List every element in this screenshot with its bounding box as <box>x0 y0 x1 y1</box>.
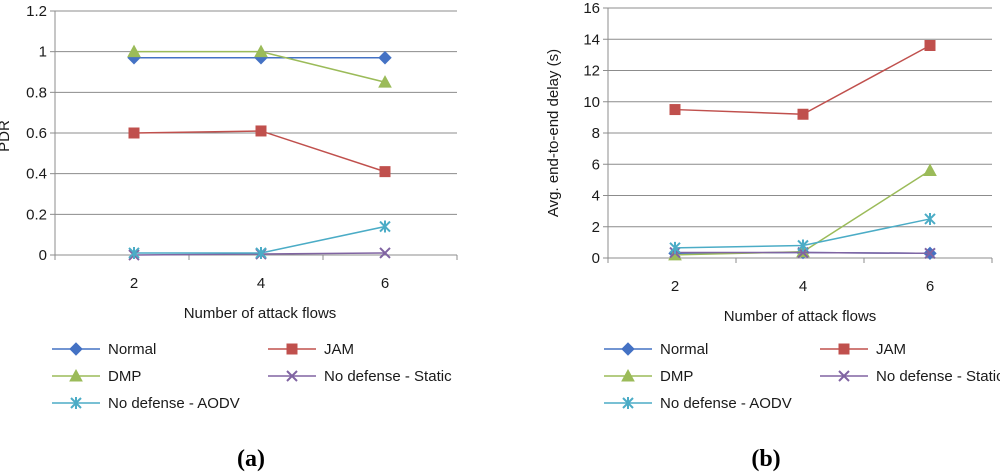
legend-b: Normal JAM DMP No defense - Static No defens… <box>604 341 1000 412</box>
y-tick-label-10: 10 <box>583 94 600 111</box>
y-tick-label-12: 12 <box>583 63 600 80</box>
legend-swatch-marker <box>286 343 298 355</box>
x-axis-title-b: Number of attack flows <box>724 308 877 325</box>
data-point-jam-2 <box>669 104 681 116</box>
x-tick-label-4: 4 <box>257 275 265 292</box>
y-tick-label-0-4: 0.4 <box>26 166 47 183</box>
data-point-no-defense-aodv-6 <box>924 212 936 225</box>
series-jam <box>128 125 391 178</box>
series-jam <box>669 40 936 120</box>
legend-item-no-defense-static: No defense - Static <box>268 368 452 385</box>
series-no-defense-aodv <box>128 220 391 259</box>
data-point-jam-4 <box>797 108 809 120</box>
y-tick-label-0: 0 <box>39 247 47 264</box>
data-point-dmp-6 <box>378 75 392 88</box>
legend-swatch-marker <box>838 343 850 355</box>
tick-labels-a: 0 0.2 0.4 0.6 0.8 1 1.2 2 4 6 <box>26 3 389 292</box>
y-axis-title-a: PDR <box>0 120 13 152</box>
data-point-dmp-6 <box>923 163 937 176</box>
legend-label: DMP <box>108 368 141 385</box>
data-point-no-defense-aodv-4 <box>797 239 809 252</box>
legend-a: Normal JAM DMP No defense - Static No defens… <box>52 341 452 412</box>
legend-label: No defense - AODV <box>660 395 792 412</box>
data-point-no-defense-aodv-2 <box>128 246 140 259</box>
series-dmp <box>127 44 392 88</box>
y-tick-label-1-2: 1.2 <box>26 3 47 20</box>
legend-swatch-marker <box>69 342 83 356</box>
legend-label: Normal <box>108 341 156 358</box>
y-tick-label-1: 1 <box>39 44 47 61</box>
gridlines-a <box>55 10 457 215</box>
x-tick-label-4: 4 <box>799 278 807 295</box>
series-b <box>668 40 937 261</box>
data-point-no-defense-aodv-6 <box>379 220 391 233</box>
series-line-jam <box>674 44 931 116</box>
legend-swatch-marker <box>286 370 298 382</box>
data-point-dmp-2 <box>127 44 141 58</box>
data-point-no-defense-aodv-2 <box>669 241 681 254</box>
legend-label: No defense - Static <box>876 368 1000 385</box>
legend-item-no-defense-aodv: No defense - AODV <box>604 395 792 412</box>
data-point-jam-2 <box>128 127 140 139</box>
y-tick-label-0-6: 0.6 <box>26 125 47 142</box>
legend-item-dmp: DMP <box>52 368 141 385</box>
y-axis-title-b: Avg. end-to-end delay (s) <box>545 49 562 217</box>
y-tick-label-0: 0 <box>592 250 600 267</box>
legend-label: JAM <box>876 341 906 358</box>
chart-panel-b: 0 2 4 6 8 10 12 14 16 2 4 6 Avg. end-to-end delay (… <box>545 0 1000 472</box>
legend-item-normal: Normal <box>52 341 156 358</box>
tick-labels-b: 0 2 4 6 8 10 12 14 16 2 4 6 <box>583 0 934 295</box>
data-point-no-defense-static-6 <box>379 247 391 259</box>
legend-item-no-defense-aodv: No defense - AODV <box>52 395 240 412</box>
data-point-no-defense-aodv-4 <box>255 246 267 259</box>
data-point-jam-6 <box>924 40 936 51</box>
y-tick-label-14: 14 <box>583 31 600 48</box>
legend-swatch-marker <box>70 397 82 409</box>
legend-label: DMP <box>660 368 693 385</box>
x-tick-label-2: 2 <box>671 278 679 295</box>
y-tick-label-16: 16 <box>583 0 600 17</box>
legend-swatch-marker <box>838 370 850 382</box>
series-no-defense-aodv <box>669 212 936 254</box>
legend-item-jam: JAM <box>268 341 354 358</box>
legend-item-jam: JAM <box>820 341 906 358</box>
legend-label: No defense - Static <box>324 368 452 385</box>
y-tick-label-2: 2 <box>592 219 600 236</box>
legend-swatch-marker <box>621 342 635 356</box>
series-line-no-defense-aodv <box>134 225 386 254</box>
y-tick-label-4: 4 <box>592 188 600 205</box>
legend-label: Normal <box>660 341 708 358</box>
data-point-jam-4 <box>255 125 267 137</box>
x-tick-label-6: 6 <box>926 278 934 295</box>
chart-panel-a: 0 0.2 0.4 0.6 0.8 1 1.2 2 4 6 PDR Number of attac… <box>0 3 458 472</box>
gridlines-b <box>608 7 992 228</box>
y-tick-label-6: 6 <box>592 156 600 173</box>
legend-label: JAM <box>324 341 354 358</box>
legend-item-dmp: DMP <box>604 368 693 385</box>
legend-swatch-marker <box>622 397 634 409</box>
legend-item-normal: Normal <box>604 341 708 358</box>
legend-label: No defense - AODV <box>108 395 240 412</box>
x-tick-label-6: 6 <box>381 275 389 292</box>
panel-caption-a: (a) <box>237 446 265 472</box>
data-point-normal-6 <box>378 51 392 65</box>
y-tick-label-8: 8 <box>592 125 600 142</box>
axes-a <box>50 10 458 260</box>
data-point-no-defense-static-6 <box>924 247 936 260</box>
legend-swatch-marker <box>69 368 83 382</box>
series-line-jam <box>133 130 386 173</box>
data-point-dmp-4 <box>254 44 268 58</box>
y-tick-label-0-8: 0.8 <box>26 84 47 101</box>
panel-caption-b: (b) <box>751 446 780 472</box>
legend-swatch-marker <box>621 368 635 382</box>
x-tick-label-2: 2 <box>130 275 138 292</box>
legend-item-no-defense-static: No defense - Static <box>820 368 1000 385</box>
series-a <box>127 44 392 261</box>
y-tick-label-0-2: 0.2 <box>26 206 47 223</box>
data-point-jam-6 <box>379 166 391 178</box>
x-axis-title-a: Number of attack flows <box>184 305 337 322</box>
